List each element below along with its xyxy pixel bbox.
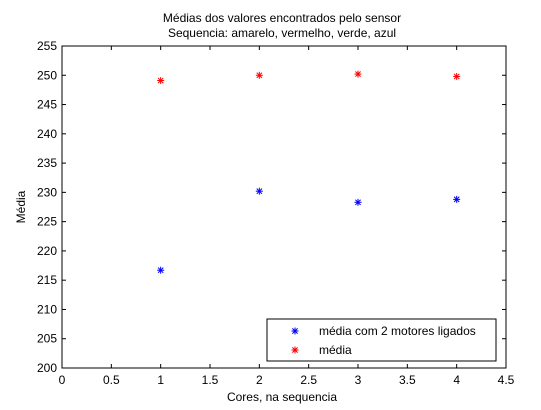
y-axis-label: Média [14, 190, 28, 223]
x-tick-label: 0 [59, 373, 66, 387]
y-tick-label: 245 [37, 98, 57, 112]
x-tick-label: 4 [453, 373, 460, 387]
x-axis-label: Cores, na sequencia [227, 390, 337, 404]
y-tick-label: 255 [37, 39, 57, 53]
y-tick-label: 220 [37, 244, 57, 258]
x-tick-label: 0.5 [103, 373, 120, 387]
legend-label-series-1: média com 2 motores ligados [319, 324, 476, 338]
y-tick-label: 210 [37, 302, 57, 316]
x-tick-label: 2.5 [300, 373, 317, 387]
legend-label-series-2: média [319, 343, 352, 357]
y-tick-label: 235 [37, 156, 57, 170]
legend: média com 2 motores ligados média [266, 318, 497, 362]
data-point-series-2 [255, 71, 263, 79]
data-point-series-2 [453, 72, 461, 80]
chart-subtitle: Sequencia: amarelo, vermelho, verde, azu… [168, 26, 396, 40]
y-tick-label: 250 [37, 68, 57, 82]
y-tick-label: 200 [37, 361, 57, 375]
y-tick-label: 240 [37, 127, 57, 141]
data-point-series-2 [354, 70, 362, 78]
data-point-series-1 [453, 195, 461, 203]
legend-box [266, 318, 497, 362]
x-tick-label: 4.5 [498, 373, 515, 387]
y-axis: 200 205 210 215 220 225 230 235 240 245 250 255 [37, 39, 506, 375]
x-tick-label: 1.5 [202, 373, 219, 387]
x-tick-label: 3 [355, 373, 362, 387]
data-points [157, 70, 461, 274]
x-axis: 0 0.5 1 1.5 2 2.5 3 3.5 4 4.5 [59, 46, 515, 387]
y-tick-label: 205 [37, 332, 57, 346]
y-tick-label: 225 [37, 215, 57, 229]
y-tick-label: 215 [37, 273, 57, 287]
x-tick-label: 2 [256, 373, 263, 387]
data-point-series-1 [157, 266, 165, 274]
plot-area [61, 45, 507, 369]
data-point-series-2 [157, 77, 165, 85]
x-tick-label: 3.5 [399, 373, 416, 387]
y-tick-label: 230 [37, 185, 57, 199]
x-tick-label: 1 [157, 373, 164, 387]
chart-title: Médias dos valores encontrados pelo sens… [163, 11, 401, 25]
data-point-series-1 [354, 198, 362, 206]
data-point-series-1 [255, 187, 263, 195]
legend-marker-series-1 [291, 327, 299, 335]
legend-marker-series-2 [291, 346, 299, 354]
